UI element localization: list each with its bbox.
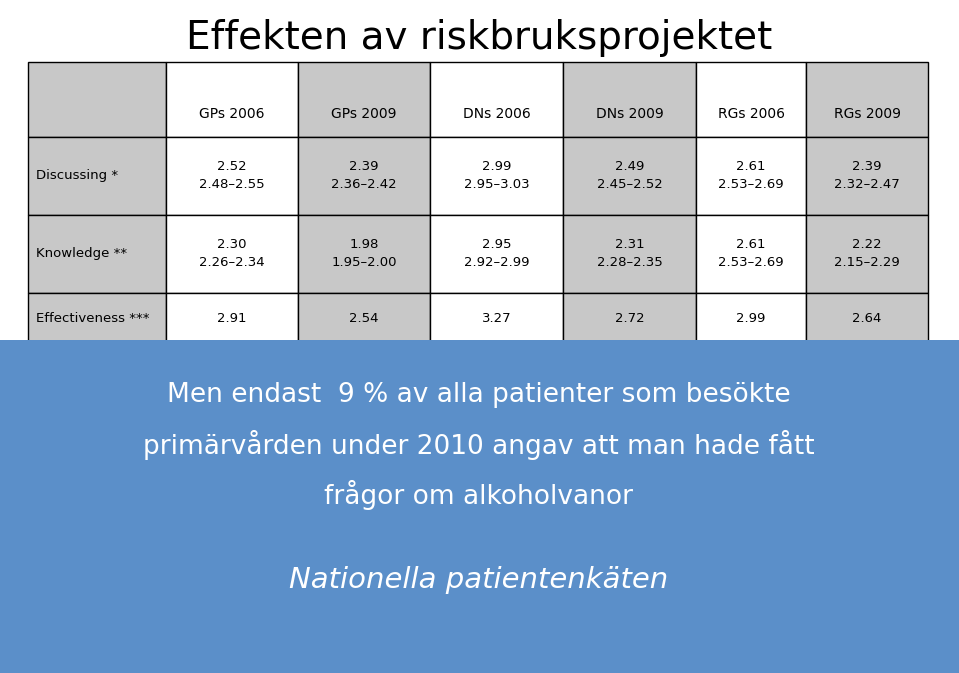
Bar (430, 62, 563, 137)
Bar (696, 215, 806, 293)
Text: 2.64: 2.64 (853, 312, 881, 326)
Bar (806, 215, 928, 293)
Bar (563, 137, 696, 215)
Text: 2.99
2.95–3.03: 2.99 2.95–3.03 (464, 160, 529, 192)
Text: Discussing *: Discussing * (36, 170, 118, 182)
Text: 2.95
2.92–2.99: 2.95 2.92–2.99 (464, 238, 529, 269)
Bar (563, 62, 696, 137)
Bar (298, 62, 430, 137)
Bar (166, 293, 298, 345)
Text: 2.39
2.36–2.42: 2.39 2.36–2.42 (331, 160, 397, 192)
Bar (696, 137, 806, 215)
Text: 2.52
2.48–2.55: 2.52 2.48–2.55 (199, 160, 265, 192)
Text: 2.49
2.45–2.52: 2.49 2.45–2.52 (596, 160, 663, 192)
Bar (298, 137, 430, 215)
Bar (806, 137, 928, 215)
Bar (563, 293, 696, 345)
Text: Knowledge **: Knowledge ** (36, 248, 128, 260)
Bar (28, 137, 166, 215)
Bar (563, 215, 696, 293)
Bar (430, 137, 563, 215)
Text: Effekten av riskbruksprojektet: Effekten av riskbruksprojektet (186, 19, 772, 57)
Bar (430, 215, 563, 293)
Text: 2.91: 2.91 (218, 312, 246, 326)
Bar (696, 293, 806, 345)
Text: GPs 2009: GPs 2009 (331, 108, 397, 122)
Text: 1.98
1.95–2.00: 1.98 1.95–2.00 (331, 238, 397, 269)
Text: 2.61
2.53–2.69: 2.61 2.53–2.69 (718, 238, 784, 269)
Bar (806, 62, 928, 137)
Text: primärvården under 2010 angav att man hade fått: primärvården under 2010 angav att man ha… (143, 430, 815, 460)
Text: 2.61
2.53–2.69: 2.61 2.53–2.69 (718, 160, 784, 192)
Bar (166, 62, 298, 137)
Text: 2.72: 2.72 (615, 312, 644, 326)
Text: 2.22
2.15–2.29: 2.22 2.15–2.29 (834, 238, 900, 269)
Text: 2.31
2.28–2.35: 2.31 2.28–2.35 (596, 238, 663, 269)
Bar (298, 215, 430, 293)
Text: frågor om alkoholvanor: frågor om alkoholvanor (324, 480, 634, 510)
Text: 2.30
2.26–2.34: 2.30 2.26–2.34 (199, 238, 265, 269)
Text: 2.39
2.32–2.47: 2.39 2.32–2.47 (834, 160, 900, 192)
Bar (28, 62, 166, 137)
Bar (0, 340, 959, 673)
Bar (806, 293, 928, 345)
Text: 2.99: 2.99 (737, 312, 765, 326)
Bar (28, 293, 166, 345)
Text: RGs 2006: RGs 2006 (717, 108, 784, 122)
Text: Effectiveness ***: Effectiveness *** (36, 312, 150, 326)
Text: 2.54: 2.54 (349, 312, 379, 326)
Text: Men endast  9 % av alla patienter som besökte: Men endast 9 % av alla patienter som bes… (167, 382, 791, 408)
Text: RGs 2009: RGs 2009 (833, 108, 901, 122)
Text: GPs 2006: GPs 2006 (199, 108, 265, 122)
Bar (166, 215, 298, 293)
Text: DNs 2006: DNs 2006 (462, 108, 530, 122)
Bar (28, 215, 166, 293)
Bar (430, 293, 563, 345)
Text: DNs 2009: DNs 2009 (596, 108, 664, 122)
Bar (298, 293, 430, 345)
Text: 3.27: 3.27 (481, 312, 511, 326)
Bar (696, 62, 806, 137)
Text: Nationella patientеnkäten: Nationella patientеnkäten (290, 566, 668, 594)
Bar (166, 137, 298, 215)
